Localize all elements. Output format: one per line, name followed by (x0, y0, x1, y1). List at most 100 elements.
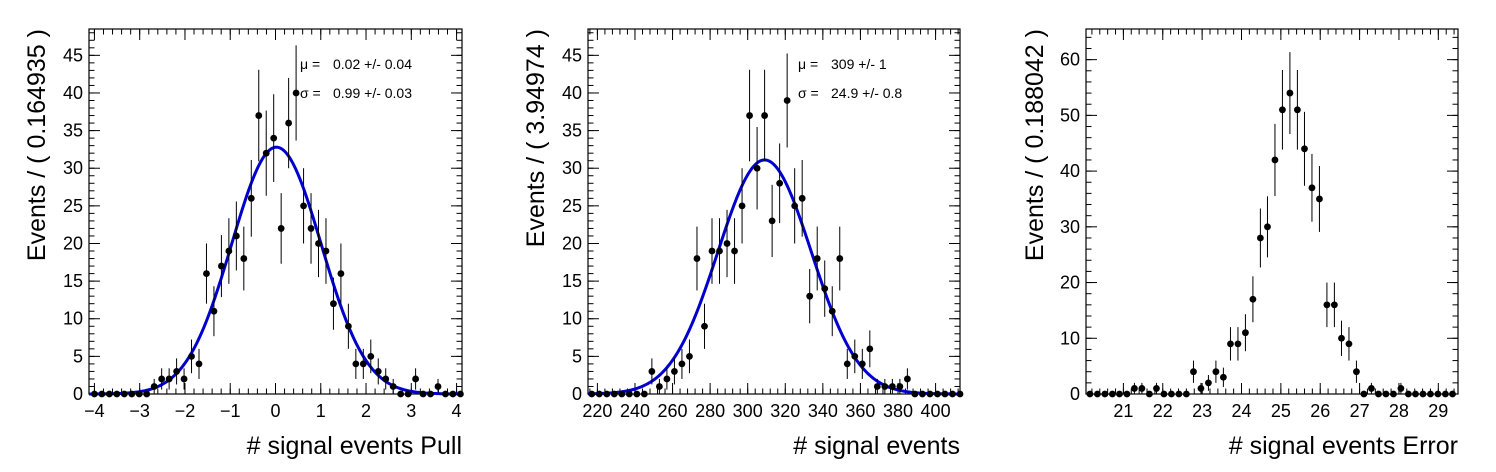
y-tick-label: 35 (63, 121, 83, 141)
y-tick-label: 40 (562, 83, 582, 103)
data-point (678, 360, 686, 368)
fit-curve (89, 145, 462, 396)
data-point (693, 255, 701, 262)
y-tick-label: 20 (1060, 273, 1080, 293)
fit-stat-symbol: μ = (300, 56, 320, 72)
data-point (1249, 295, 1257, 303)
data-point (1293, 106, 1301, 114)
data-point (655, 383, 663, 390)
data-point (888, 383, 896, 390)
data-point (330, 300, 337, 308)
data-point (98, 390, 106, 398)
data-point (1190, 368, 1197, 376)
data-point (1397, 385, 1405, 392)
data-point (419, 390, 427, 398)
data-point (798, 194, 806, 202)
data-point (1434, 390, 1442, 398)
data-point (828, 307, 836, 315)
data-point (813, 255, 821, 262)
data-point (1227, 340, 1234, 348)
x-tick-label: 380 (883, 401, 913, 421)
data-point (277, 225, 285, 232)
data-point (1323, 301, 1331, 309)
data-point (135, 390, 143, 398)
data-point (753, 164, 761, 172)
data-point (603, 390, 611, 398)
data-point (1131, 385, 1138, 392)
data-point (633, 390, 641, 398)
data-point (1094, 390, 1101, 398)
plot-frame (587, 28, 961, 395)
data-point (1419, 390, 1427, 398)
data-point (881, 383, 889, 390)
data-point (382, 375, 390, 383)
x-tick-label: 21 (1113, 401, 1133, 421)
data-point (873, 383, 881, 390)
fit-stat-symbol: σ = (798, 85, 819, 101)
x-tick-label: 0 (270, 401, 280, 421)
fit-stat-value: 24.9 +/- 0.8 (831, 85, 902, 101)
data-point (768, 217, 776, 225)
y-tick-label: 10 (63, 309, 83, 329)
data-point (434, 383, 442, 390)
data-point (1108, 390, 1116, 398)
data-point (352, 360, 360, 368)
y-tick-label: 30 (1060, 217, 1080, 237)
data-point (218, 262, 225, 270)
y-tick-label: 5 (73, 346, 83, 366)
data-point (1382, 390, 1390, 398)
data-point (1286, 89, 1294, 97)
x-tick-label: −2 (175, 401, 196, 421)
data-point (648, 368, 656, 375)
data-point (1412, 390, 1419, 398)
y-tick-label: 5 (572, 346, 582, 366)
x-tick-label: −4 (84, 401, 105, 421)
data-point (821, 285, 829, 293)
data-point (1279, 106, 1286, 114)
data-point (934, 390, 941, 398)
data-point (1338, 334, 1345, 342)
data-point (701, 322, 708, 330)
y-tick-label: 50 (1060, 105, 1080, 125)
data-point (1390, 390, 1397, 398)
data-point (866, 345, 874, 353)
data-point (926, 390, 934, 398)
x-tick-label: 22 (1153, 401, 1173, 421)
plot-frame (1085, 28, 1459, 395)
y-tick-label: 20 (63, 233, 83, 253)
data-point (389, 383, 397, 390)
x-tick-label: 300 (733, 401, 763, 421)
data-point (625, 390, 633, 398)
y-tick-label: 30 (63, 158, 83, 178)
data-point (851, 352, 859, 360)
x-tick-label: 280 (695, 401, 725, 421)
data-point (903, 375, 911, 383)
data-point (588, 390, 596, 398)
data-point (1205, 379, 1212, 387)
data-point (412, 375, 420, 383)
data-point (776, 179, 784, 187)
data-point (91, 390, 98, 398)
data-point (203, 270, 210, 277)
data-point (640, 390, 648, 398)
data-point (1212, 368, 1220, 376)
data-point (1086, 390, 1094, 398)
data-point (941, 390, 949, 398)
x-tick-label: 2 (361, 401, 371, 421)
x-tick-label: 23 (1192, 401, 1212, 421)
data-point (806, 292, 814, 300)
x-tick-label: 29 (1428, 401, 1448, 421)
data-point (1123, 390, 1131, 398)
data-point (858, 360, 866, 368)
data-point (896, 383, 904, 390)
data-point (240, 255, 248, 262)
data-point (1345, 340, 1353, 348)
data-point (188, 352, 195, 360)
y-tick-label: 60 (1060, 50, 1080, 70)
data-point (1264, 223, 1271, 231)
data-point (1168, 390, 1175, 398)
data-point (210, 307, 218, 315)
data-point (723, 240, 731, 247)
y-tick-label: 0 (73, 384, 83, 404)
